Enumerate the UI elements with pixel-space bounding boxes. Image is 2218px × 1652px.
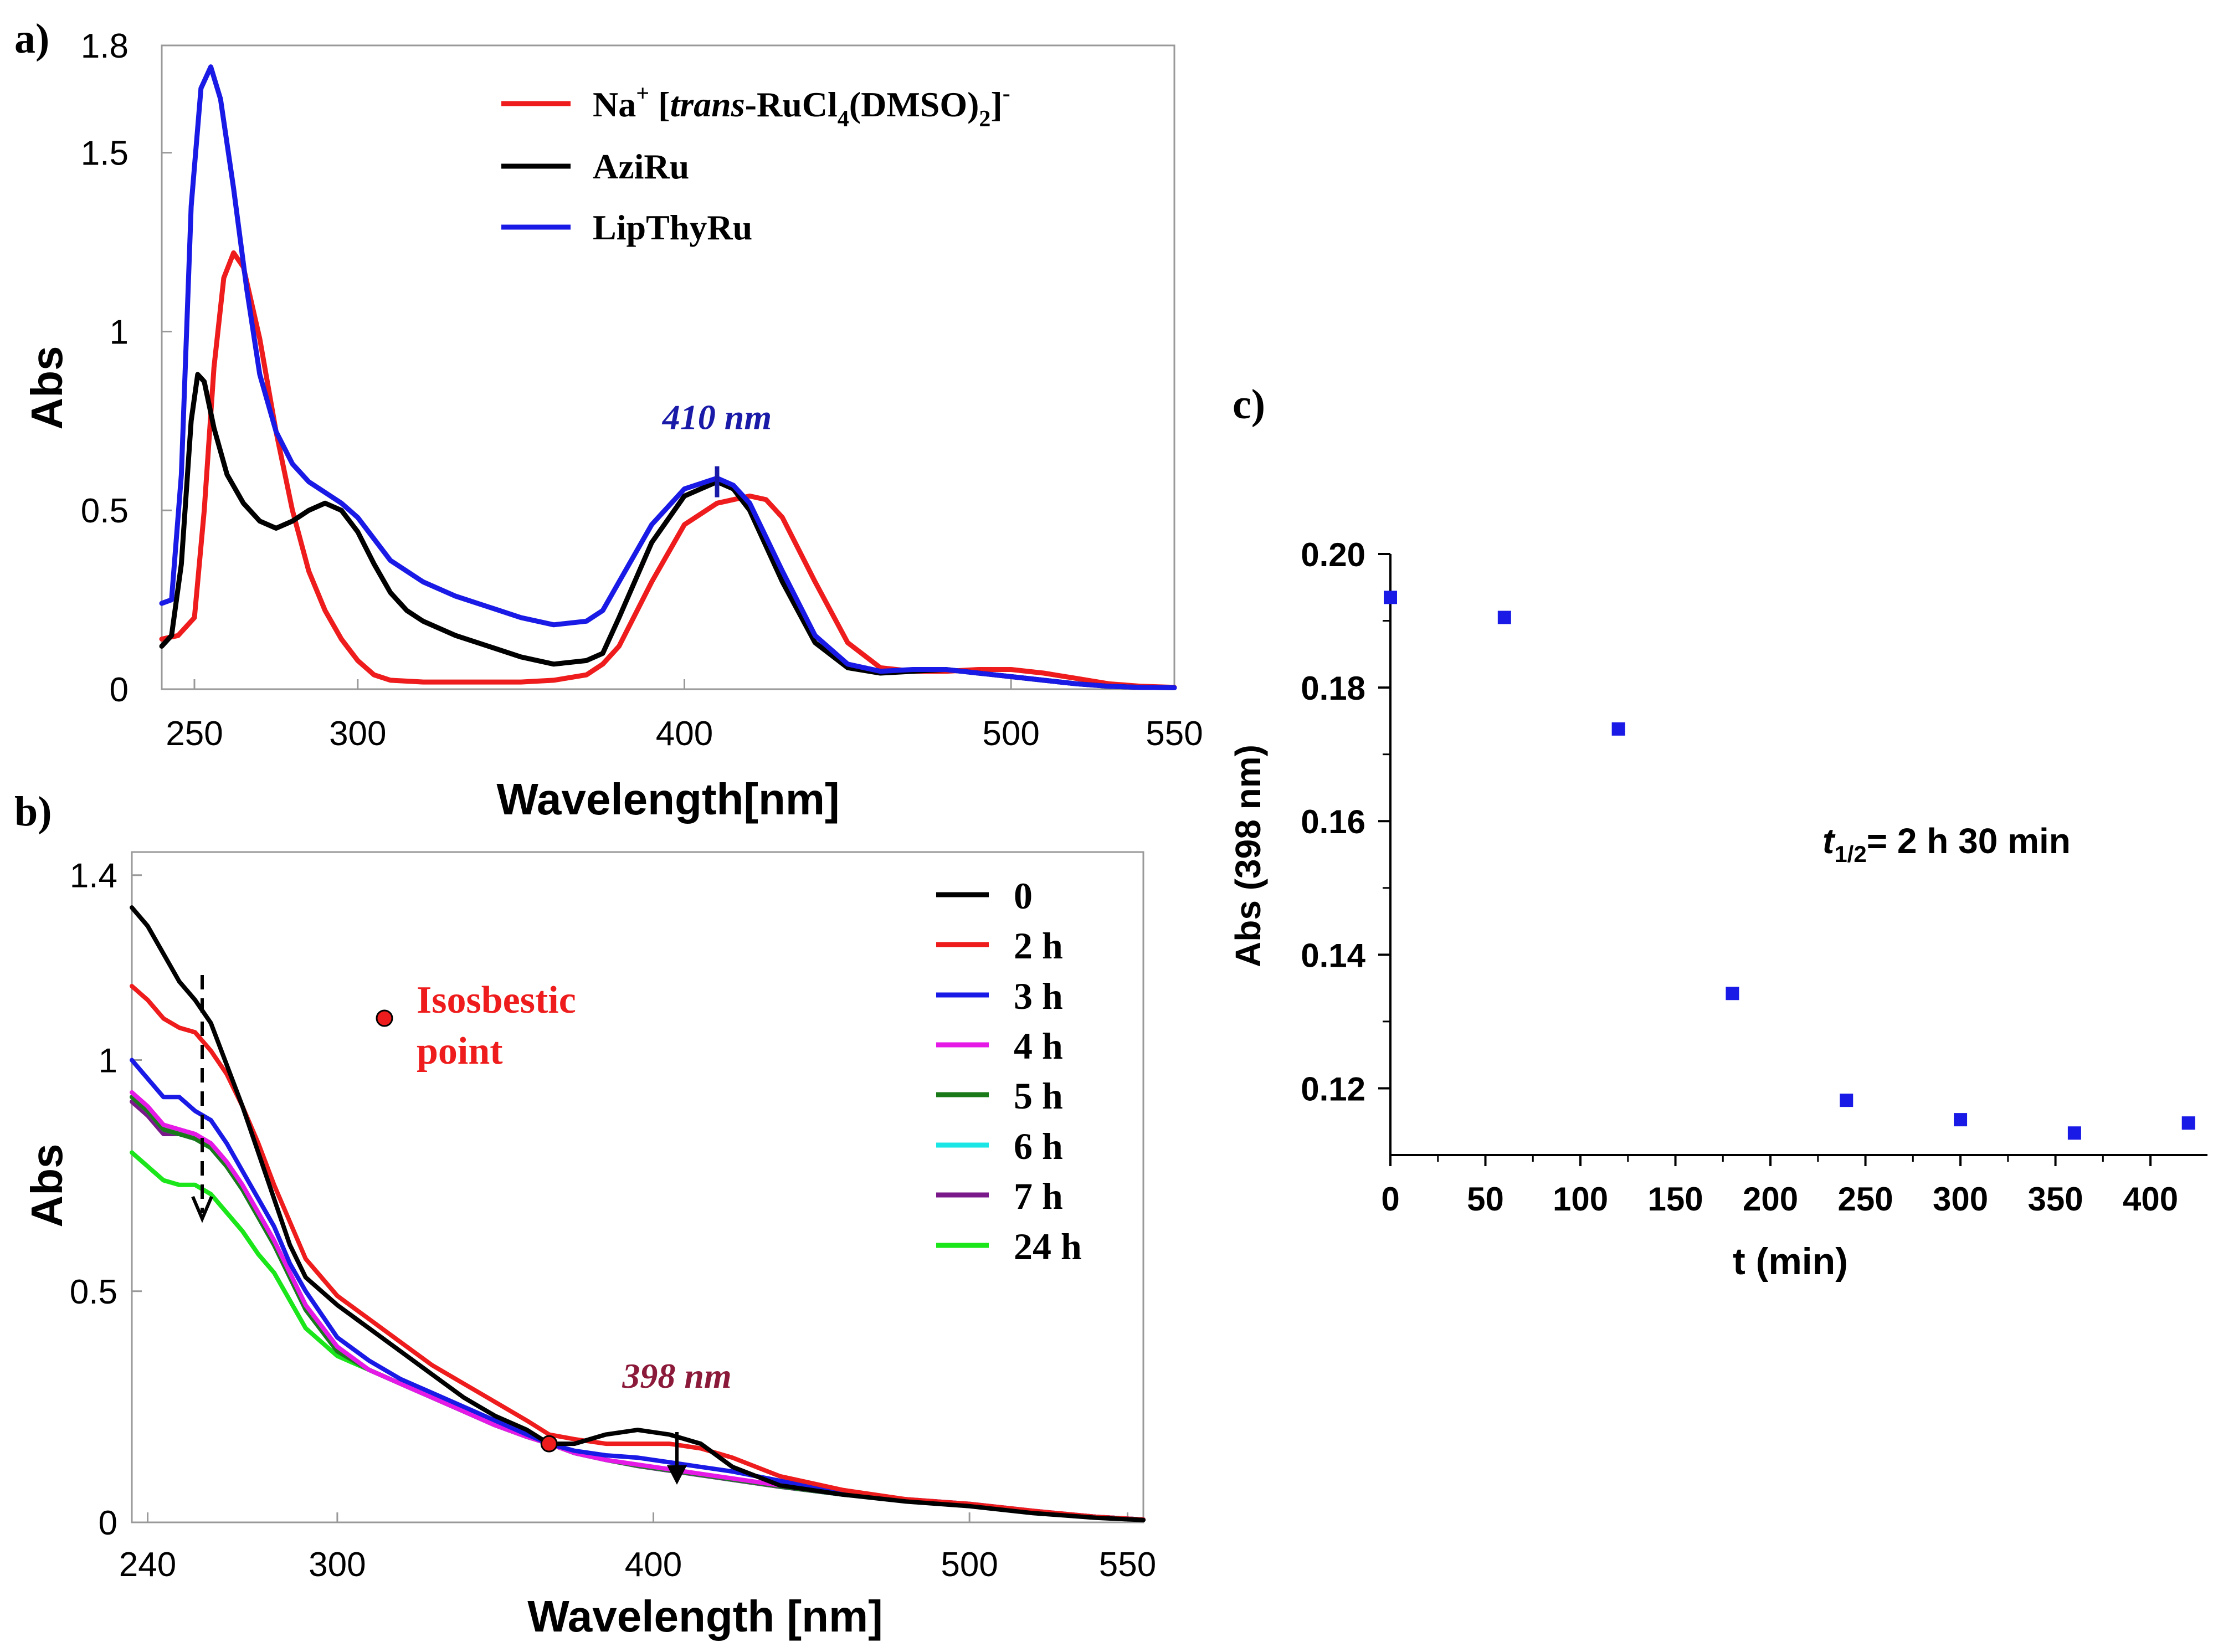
chart-a-xtick-label: 500 bbox=[982, 715, 1039, 753]
chart-b-xlabel: Wavelength [nm] bbox=[527, 1592, 882, 1641]
chart-b-ytick-label: 1 bbox=[99, 1042, 117, 1080]
chart-b-ytick-label: 1.4 bbox=[70, 857, 117, 895]
chart-b-isosbestic-legend-dot bbox=[376, 1009, 393, 1027]
chart-c-ytick-label: 0.16 bbox=[1301, 803, 1365, 840]
chart-b-xtick-label: 400 bbox=[625, 1546, 682, 1584]
chart-c-point bbox=[2067, 1126, 2081, 1140]
chart-b-line-3-h bbox=[130, 1058, 1146, 1522]
chart-c-point bbox=[1611, 722, 1625, 736]
chart-c-annotation-half-life: t1/2= 2 h 30 min bbox=[1822, 821, 2071, 867]
chart-b-xtick-label: 550 bbox=[1099, 1546, 1156, 1584]
chart-c-point bbox=[2181, 1116, 2195, 1130]
chart-b-ytick-label: 0.5 bbox=[70, 1273, 117, 1311]
chart-b-line-0 bbox=[130, 905, 1146, 1522]
chart-a-line-na bbox=[159, 250, 1177, 690]
chart-b-ticks: 240 300 400 500 550 0 0.5 1 1.4 bbox=[70, 857, 1156, 1584]
chart-b-ylabel: Abs bbox=[22, 1143, 71, 1227]
chart-a-xlabel: Wavelength[nm] bbox=[496, 774, 839, 824]
chart-c-xlabel: t (min) bbox=[1733, 1240, 1848, 1282]
chart-a-annotation-410nm: 410 nm bbox=[662, 398, 772, 437]
legend-a-label-aziru: AziRu bbox=[593, 147, 689, 186]
legend-b-label-2h: 2 h bbox=[1014, 925, 1063, 967]
legend-b-label-5h: 5 h bbox=[1014, 1075, 1063, 1117]
chart-c-ticks: 0 50 100 150 200 250 300 350 400 0.12 0.14 0.16 0.18… bbox=[1301, 536, 2178, 1218]
chart-c-xtick-label: 250 bbox=[1838, 1181, 1893, 1218]
chart-a-ytick-label: 1 bbox=[110, 313, 129, 351]
legend-b-label-6h: 6 h bbox=[1014, 1125, 1063, 1167]
chart-c-ytick-label: 0.20 bbox=[1301, 536, 1365, 573]
chart-c-xtick-label: 0 bbox=[1381, 1181, 1399, 1218]
chart-a-xtick-label: 400 bbox=[656, 715, 713, 753]
chart-a-line-lipthyru bbox=[159, 64, 1177, 690]
chart-c-point bbox=[1497, 610, 1511, 624]
panel-label-b: b) bbox=[14, 788, 52, 835]
chart-b-frame bbox=[131, 851, 1144, 1523]
legend-b-label-3h: 3 h bbox=[1014, 975, 1063, 1017]
chart-a-legend: Na+ [trans-RuCl4(DMSO)2]- AziRu LipThyRu bbox=[501, 81, 1010, 247]
chart-b-decrease-arrowhead bbox=[191, 1196, 213, 1223]
chart-b: 240 300 400 500 550 0 0.5 1 1.4 398 nm Isosbesti… bbox=[22, 851, 1156, 1641]
chart-c-xtick-label: 400 bbox=[2123, 1181, 2178, 1218]
chart-a-ticks: 250 300 400 500 550 0 0.5 1 1.5 1.8 bbox=[81, 27, 1203, 753]
panel-label-a: a) bbox=[14, 16, 49, 62]
chart-c-ytick-label: 0.18 bbox=[1301, 670, 1365, 707]
chart-b-isosbestic-label: Isosbestic point bbox=[417, 979, 576, 1073]
chart-b-annotation-398nm: 398 nm bbox=[622, 1356, 731, 1396]
chart-b-398nm-arrowhead bbox=[667, 1465, 687, 1485]
chart-c-ylabel: Abs (398 nm) bbox=[1228, 745, 1268, 967]
chart-a-xtick-label: 550 bbox=[1146, 715, 1203, 753]
chart-a-ylabel: Abs bbox=[22, 346, 71, 429]
chart-c-ytick-label: 0.12 bbox=[1301, 1070, 1365, 1107]
chart-c-ytick-label: 0.14 bbox=[1301, 937, 1365, 974]
chart-c-series bbox=[1384, 591, 2195, 1140]
chart-b-xtick-label: 240 bbox=[119, 1546, 176, 1584]
chart-b-xtick-label: 300 bbox=[309, 1546, 366, 1584]
chart-c-xtick-label: 150 bbox=[1647, 1181, 1703, 1218]
chart-b-isosbestic-point bbox=[540, 1435, 558, 1453]
chart-a-ytick-label: 0 bbox=[110, 671, 129, 709]
chart-c: 0 50 100 150 200 250 300 350 400 0.12 0.14 0.16 0.18… bbox=[1228, 536, 2207, 1282]
chart-c-point bbox=[1954, 1113, 1968, 1127]
legend-a-label-lipthyru: LipThyRu bbox=[593, 208, 752, 247]
legend-b-label-7h: 7 h bbox=[1014, 1175, 1063, 1217]
chart-b-ytick-label: 0 bbox=[99, 1504, 117, 1542]
chart-c-point bbox=[1726, 987, 1739, 1001]
chart-c-xtick-label: 100 bbox=[1553, 1181, 1608, 1218]
chart-c-point bbox=[1840, 1094, 1854, 1107]
chart-c-xtick-label: 300 bbox=[1933, 1181, 1988, 1218]
chart-c-xtick-label: 350 bbox=[2028, 1181, 2083, 1218]
chart-b-legend: 0 2 h 3 h 4 h 5 h 6 h 7 h 24 h bbox=[936, 875, 1082, 1268]
legend-b-label-4h: 4 h bbox=[1014, 1025, 1063, 1067]
chart-b-xtick-label: 500 bbox=[941, 1546, 998, 1584]
chart-b-line-2-h bbox=[130, 984, 1146, 1522]
chart-a-xtick-label: 300 bbox=[329, 715, 386, 753]
chart-c-point bbox=[1384, 591, 1397, 604]
chart-a-ytick-label: 0.5 bbox=[81, 492, 129, 530]
chart-c-xtick-label: 200 bbox=[1743, 1181, 1798, 1218]
chart-a-frame bbox=[161, 44, 1175, 690]
legend-b-label-24h: 24 h bbox=[1014, 1225, 1082, 1268]
legend-b-label-0: 0 bbox=[1014, 875, 1033, 917]
chart-a-xtick-label: 250 bbox=[166, 715, 223, 753]
legend-a-label-na: Na+ [trans-RuCl4(DMSO)2]- bbox=[593, 81, 1010, 132]
chart-a: 250 300 400 500 550 0 0.5 1 1.5 1.8 410 nm Wavele… bbox=[22, 27, 1203, 824]
panel-label-c: c) bbox=[1233, 381, 1265, 428]
chart-a-ytick-label: 1.5 bbox=[81, 135, 129, 173]
chart-a-series bbox=[159, 64, 1177, 690]
chart-b-series bbox=[130, 905, 1146, 1522]
chart-c-xtick-label: 50 bbox=[1467, 1181, 1504, 1218]
chart-a-ytick-label: 1.8 bbox=[81, 27, 129, 65]
